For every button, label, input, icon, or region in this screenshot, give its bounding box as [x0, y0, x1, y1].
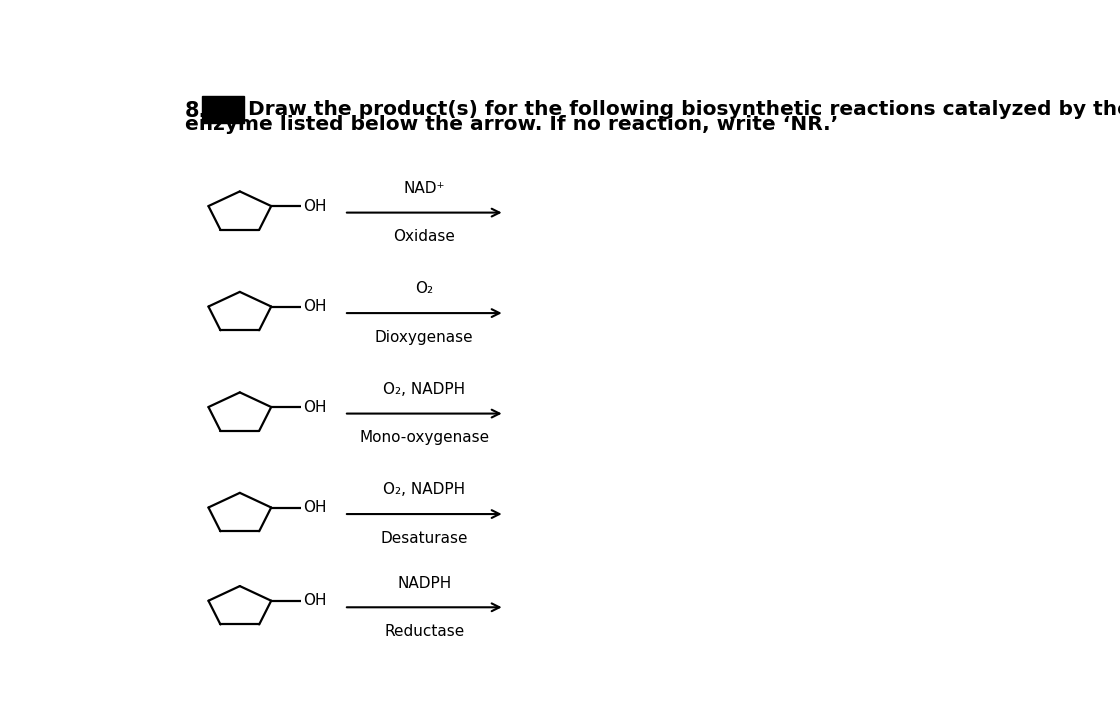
Text: NADPH: NADPH	[398, 576, 451, 591]
Text: NAD⁺: NAD⁺	[403, 181, 445, 196]
Text: 8.: 8.	[185, 101, 207, 121]
Text: OH: OH	[304, 500, 327, 515]
Text: OH: OH	[304, 199, 327, 214]
Text: Desaturase: Desaturase	[381, 531, 468, 546]
Text: Reductase: Reductase	[384, 624, 465, 639]
Text: Mono-oxygenase: Mono-oxygenase	[360, 431, 489, 445]
Text: O₂, NADPH: O₂, NADPH	[383, 482, 465, 497]
Text: Draw the product(s) for the following biosynthetic reactions catalyzed by the: Draw the product(s) for the following bi…	[248, 100, 1120, 119]
Text: OH: OH	[304, 399, 327, 415]
Text: enzyme listed below the arrow. If no reaction, write ‘NR.’: enzyme listed below the arrow. If no rea…	[185, 115, 839, 134]
Text: O₂: O₂	[416, 281, 433, 297]
Text: OH: OH	[304, 299, 327, 314]
Text: O₂, NADPH: O₂, NADPH	[383, 382, 465, 397]
Text: OH: OH	[304, 593, 327, 608]
Bar	[203, 96, 244, 123]
Text: Oxidase: Oxidase	[393, 229, 455, 244]
Text: Dioxygenase: Dioxygenase	[375, 330, 474, 345]
